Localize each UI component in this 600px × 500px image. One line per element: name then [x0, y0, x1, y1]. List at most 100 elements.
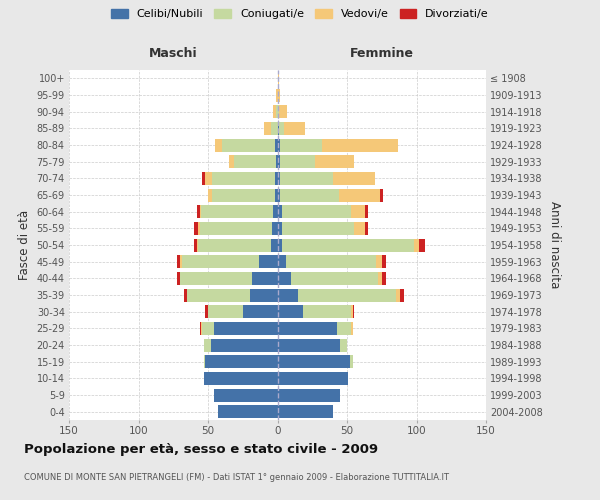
- Bar: [198, 222, 200, 235]
- Bar: [280, 172, 333, 185]
- Bar: [281, 222, 354, 235]
- Bar: [281, 238, 414, 252]
- Bar: [212, 188, 275, 202]
- Bar: [277, 322, 337, 335]
- Bar: [351, 322, 353, 335]
- Bar: [277, 188, 280, 202]
- Bar: [204, 355, 205, 368]
- Bar: [419, 238, 425, 252]
- Bar: [353, 305, 354, 318]
- Bar: [277, 88, 280, 102]
- Bar: [277, 255, 286, 268]
- Bar: [197, 238, 198, 252]
- Bar: [235, 155, 276, 168]
- Bar: [380, 188, 383, 202]
- Text: COMUNE DI MONTE SAN PIETRANGELI (FM) - Dati ISTAT 1° gennaio 2009 - Elaborazione: COMUNE DI MONTE SAN PIETRANGELI (FM) - D…: [24, 472, 449, 482]
- Bar: [194, 222, 198, 235]
- Bar: [184, 288, 187, 302]
- Bar: [338, 188, 380, 202]
- Bar: [333, 172, 375, 185]
- Bar: [277, 222, 281, 235]
- Bar: [229, 155, 235, 168]
- Bar: [215, 138, 222, 151]
- Bar: [284, 122, 305, 135]
- Bar: [414, 238, 419, 252]
- Bar: [276, 155, 277, 168]
- Text: Popolazione per età, sesso e stato civile - 2009: Popolazione per età, sesso e stato civil…: [24, 442, 378, 456]
- Bar: [277, 238, 281, 252]
- Bar: [243, 305, 277, 318]
- Bar: [218, 405, 277, 418]
- Bar: [277, 155, 280, 168]
- Bar: [277, 288, 298, 302]
- Bar: [337, 322, 351, 335]
- Bar: [271, 122, 277, 135]
- Bar: [400, 288, 404, 302]
- Bar: [194, 238, 197, 252]
- Bar: [274, 105, 276, 118]
- Bar: [208, 305, 243, 318]
- Bar: [277, 138, 280, 151]
- Bar: [201, 322, 202, 335]
- Bar: [180, 272, 253, 285]
- Bar: [274, 205, 277, 218]
- Bar: [214, 388, 277, 402]
- Bar: [365, 222, 368, 235]
- Bar: [187, 288, 250, 302]
- Bar: [315, 155, 354, 168]
- Bar: [205, 172, 212, 185]
- Bar: [395, 288, 400, 302]
- Bar: [211, 338, 277, 351]
- Bar: [382, 272, 386, 285]
- Bar: [200, 322, 201, 335]
- Bar: [277, 405, 333, 418]
- Bar: [178, 255, 180, 268]
- Bar: [201, 205, 274, 218]
- Bar: [263, 122, 271, 135]
- Bar: [281, 205, 351, 218]
- Bar: [272, 222, 277, 235]
- Y-axis label: Anni di nascita: Anni di nascita: [548, 202, 562, 288]
- Bar: [250, 288, 277, 302]
- Bar: [277, 105, 279, 118]
- Bar: [200, 205, 201, 218]
- Bar: [382, 255, 386, 268]
- Bar: [200, 222, 272, 235]
- Bar: [275, 172, 277, 185]
- Bar: [277, 272, 292, 285]
- Bar: [182, 255, 259, 268]
- Bar: [277, 305, 302, 318]
- Bar: [212, 172, 275, 185]
- Bar: [277, 122, 279, 135]
- Bar: [277, 205, 281, 218]
- Bar: [354, 222, 365, 235]
- Bar: [286, 255, 376, 268]
- Text: Maschi: Maschi: [149, 47, 197, 60]
- Bar: [322, 138, 398, 151]
- Bar: [351, 205, 365, 218]
- Bar: [205, 305, 208, 318]
- Bar: [351, 305, 353, 318]
- Bar: [197, 205, 200, 218]
- Bar: [298, 288, 395, 302]
- Bar: [271, 238, 277, 252]
- Bar: [204, 338, 211, 351]
- Bar: [253, 272, 277, 285]
- Bar: [277, 172, 280, 185]
- Bar: [292, 272, 377, 285]
- Bar: [280, 138, 322, 151]
- Bar: [340, 338, 347, 351]
- Bar: [277, 388, 340, 402]
- Bar: [279, 122, 284, 135]
- Bar: [202, 172, 205, 185]
- Bar: [302, 305, 351, 318]
- Y-axis label: Fasce di età: Fasce di età: [18, 210, 31, 280]
- Bar: [277, 355, 350, 368]
- Bar: [198, 238, 271, 252]
- Bar: [280, 188, 338, 202]
- Bar: [180, 255, 182, 268]
- Bar: [276, 105, 277, 118]
- Legend: Celibi/Nubili, Coniugati/e, Vedovi/e, Divorziati/e: Celibi/Nubili, Coniugati/e, Vedovi/e, Di…: [108, 6, 492, 22]
- Bar: [275, 138, 277, 151]
- Bar: [376, 255, 382, 268]
